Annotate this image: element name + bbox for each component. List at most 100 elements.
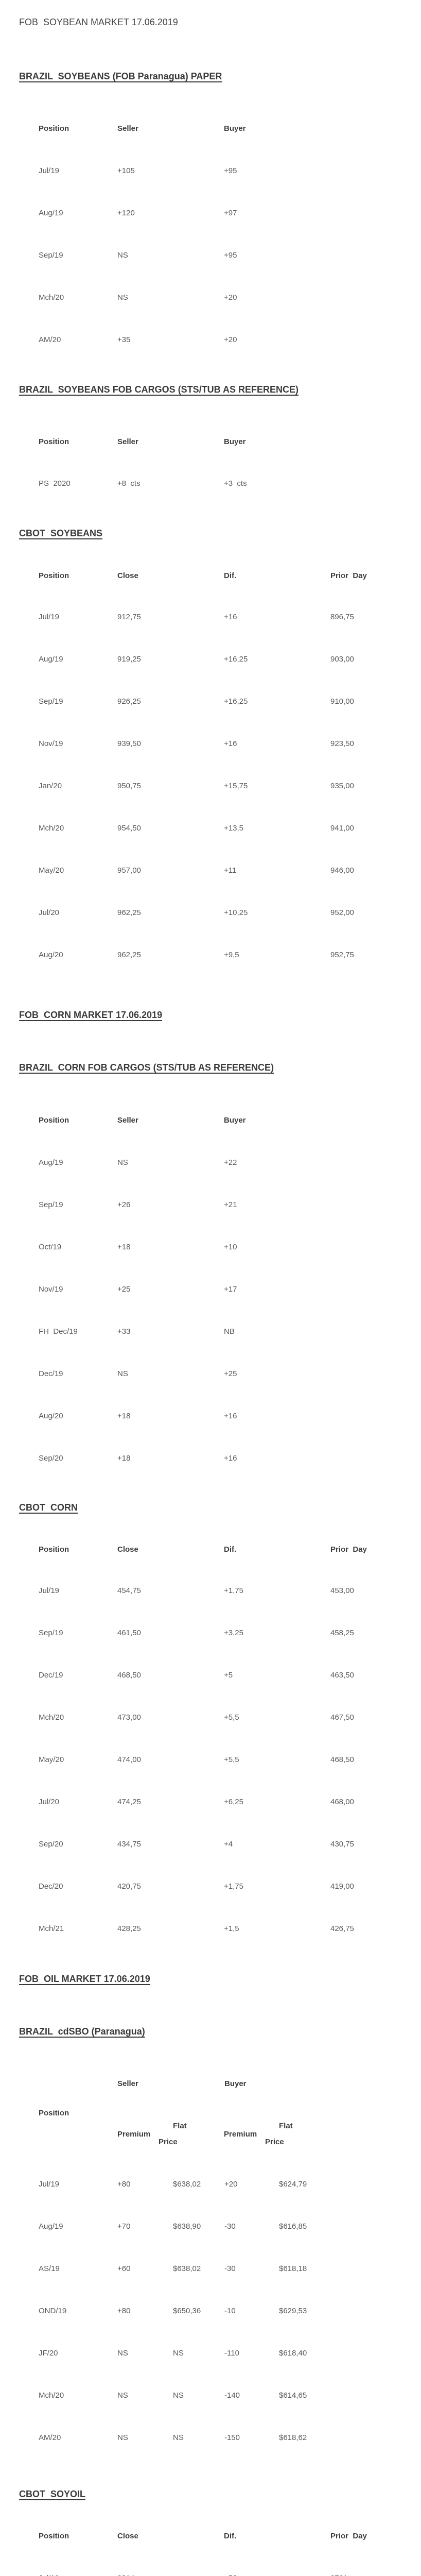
cell-value: 468,50 [330, 1755, 354, 1764]
cell-value: NS [117, 2391, 128, 2400]
cell-position: AM/20 [39, 2433, 61, 2442]
cell-value: +16,25 [224, 655, 248, 664]
cell-value: 923,50 [330, 739, 354, 748]
cell-position: Aug/19 [39, 655, 63, 664]
cell-value: NS [117, 2349, 128, 2358]
column-header: Position [39, 124, 69, 133]
cell-value: $638,90 [173, 2222, 201, 2231]
cell-value: +3,25 [224, 1629, 243, 1637]
cell-value: 473,00 [117, 1713, 141, 1722]
cell-value: $624,79 [279, 2180, 307, 2189]
cell-value: 468,00 [330, 1798, 354, 1806]
cell-value: 474,00 [117, 1755, 141, 1764]
cell-value: NS [117, 251, 128, 260]
cell-value: 467,50 [330, 1713, 354, 1722]
cell-value: +1,75 [224, 1882, 243, 1891]
column-header: Close [117, 2532, 138, 2540]
cell-value: 954,50 [117, 824, 141, 833]
cell-value: +8 cts [117, 479, 141, 488]
cell-position: May/20 [39, 1755, 64, 1764]
cell-value: +95 [224, 166, 237, 175]
cell-position: Aug/20 [39, 951, 63, 959]
column-header: Flat [173, 2122, 187, 2130]
column-header: Dif. [224, 2532, 237, 2540]
cell-value: 453,00 [330, 1586, 354, 1595]
cell-value: 420,75 [117, 1882, 141, 1891]
cell-position: Aug/19 [39, 209, 63, 217]
column-header: Prior Day [330, 571, 367, 580]
cell-value: NS [173, 2349, 184, 2358]
cell-value: +25 [224, 1369, 237, 1378]
cell-value: 474,25 [117, 1798, 141, 1806]
cell-value: +16 [224, 613, 237, 621]
cell-value: -110 [224, 2349, 239, 2358]
cell-position: May/20 [39, 866, 64, 875]
cell-position: Nov/19 [39, 1285, 63, 1294]
cell-value: 950,75 [117, 782, 141, 790]
cell-value: +13,5 [224, 824, 243, 833]
cell-value: $650,36 [173, 2307, 201, 2315]
cell-value: +18 [117, 1412, 131, 1420]
cell-value: -30 [224, 2222, 236, 2231]
cell-value: 939,50 [117, 739, 141, 748]
group-header: Buyer [224, 2079, 247, 2088]
cell-value: +53 [224, 2574, 237, 2576]
cell-value: 468,50 [117, 1671, 141, 1680]
cell-value: +33 [117, 1327, 131, 1336]
cell-value: 434,75 [117, 1840, 141, 1849]
column-header: Close [117, 1545, 138, 1554]
cell-value: 941,00 [330, 824, 354, 833]
cell-position: Mch/20 [39, 1713, 64, 1722]
cell-value: +5,5 [224, 1713, 239, 1722]
cell-value: 962,25 [117, 951, 141, 959]
cell-position: Mch/21 [39, 1924, 64, 1933]
cell-position: JF/20 [39, 2349, 58, 2358]
cell-value: +5 [224, 1671, 233, 1680]
cell-value: 463,50 [330, 1671, 354, 1680]
cell-value: 919,25 [117, 655, 141, 664]
cell-position: Oct/19 [39, 1243, 62, 1251]
column-header: Flat [279, 2122, 293, 2130]
cell-position: Dec/19 [39, 1671, 63, 1680]
cell-position: PS 2020 [39, 479, 71, 488]
cell-position: Jul/19 [39, 166, 60, 175]
cell-value: 461,50 [117, 1629, 141, 1637]
cell-value: +1,5 [224, 1924, 239, 1933]
cell-position: Sep/19 [39, 1629, 63, 1637]
column-header: Dif. [224, 571, 237, 580]
cell-value: 896,75 [330, 613, 354, 621]
section-heading: CBOT CORN [19, 1502, 78, 1513]
cell-position: Jul/19 [39, 1586, 60, 1595]
column-header: Close [117, 571, 138, 580]
cell-value: 952,75 [330, 951, 354, 959]
cell-position: Jul/20 [39, 1798, 60, 1806]
cell-value: NS [117, 1369, 128, 1378]
cell-value: +120 [117, 209, 135, 217]
cell-value: +15,75 [224, 782, 248, 790]
column-header: Prior Day [330, 2532, 367, 2540]
cell-position: Jul/19 [39, 613, 60, 621]
cell-value: -30 [224, 2264, 236, 2273]
column-header: Position [39, 1545, 69, 1554]
column-header: Seller [117, 437, 138, 446]
cell-value: 935,00 [330, 782, 354, 790]
cell-value: +80 [117, 2307, 131, 2315]
cell-value: +70 [117, 2222, 131, 2231]
column-header: Buyer [224, 124, 246, 133]
cell-value: +5,5 [224, 1755, 239, 1764]
cell-position: Mch/20 [39, 293, 64, 302]
cell-value: 962,25 [117, 908, 141, 917]
cell-value: +21 [224, 1200, 237, 1209]
cell-position: AS/19 [39, 2264, 60, 2273]
column-header: Buyer [224, 437, 246, 446]
cell-value: 2814 [117, 2574, 134, 2576]
cell-position: Mch/20 [39, 2391, 64, 2400]
column-header: Dif. [224, 1545, 237, 1554]
cell-position: Dec/20 [39, 1882, 63, 1891]
cell-position: Jul/20 [39, 908, 60, 917]
cell-value: +3 cts [224, 479, 247, 488]
cell-value: 430,75 [330, 1840, 354, 1849]
cell-value: +9,5 [224, 951, 239, 959]
cell-position: FH Dec/19 [39, 1327, 78, 1336]
